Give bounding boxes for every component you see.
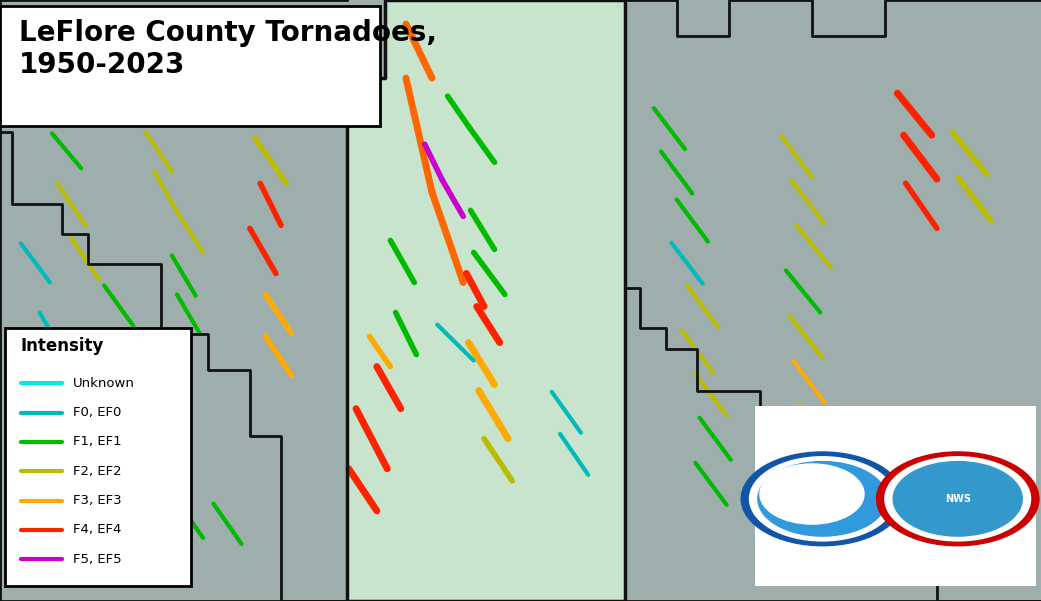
- Circle shape: [893, 462, 1022, 536]
- Circle shape: [741, 452, 904, 546]
- Text: Intensity: Intensity: [21, 337, 104, 355]
- Text: NWS: NWS: [945, 494, 970, 504]
- Circle shape: [760, 464, 864, 524]
- Circle shape: [758, 462, 887, 536]
- FancyBboxPatch shape: [5, 328, 191, 586]
- Polygon shape: [347, 0, 625, 601]
- Text: NOAA: NOAA: [805, 488, 840, 498]
- Text: F5, EF5: F5, EF5: [73, 553, 122, 566]
- Text: Unknown: Unknown: [73, 377, 134, 389]
- FancyBboxPatch shape: [0, 6, 380, 126]
- Text: F1, EF1: F1, EF1: [73, 435, 122, 448]
- Circle shape: [750, 457, 895, 541]
- Text: LeFlore County Tornadoes,
1950-2023: LeFlore County Tornadoes, 1950-2023: [19, 19, 437, 79]
- Text: F3, EF3: F3, EF3: [73, 494, 122, 507]
- Circle shape: [885, 457, 1031, 541]
- Text: F2, EF2: F2, EF2: [73, 465, 122, 478]
- Text: F0, EF0: F0, EF0: [73, 406, 121, 419]
- Circle shape: [877, 452, 1039, 546]
- Text: F4, EF4: F4, EF4: [73, 523, 121, 537]
- FancyBboxPatch shape: [755, 406, 1036, 586]
